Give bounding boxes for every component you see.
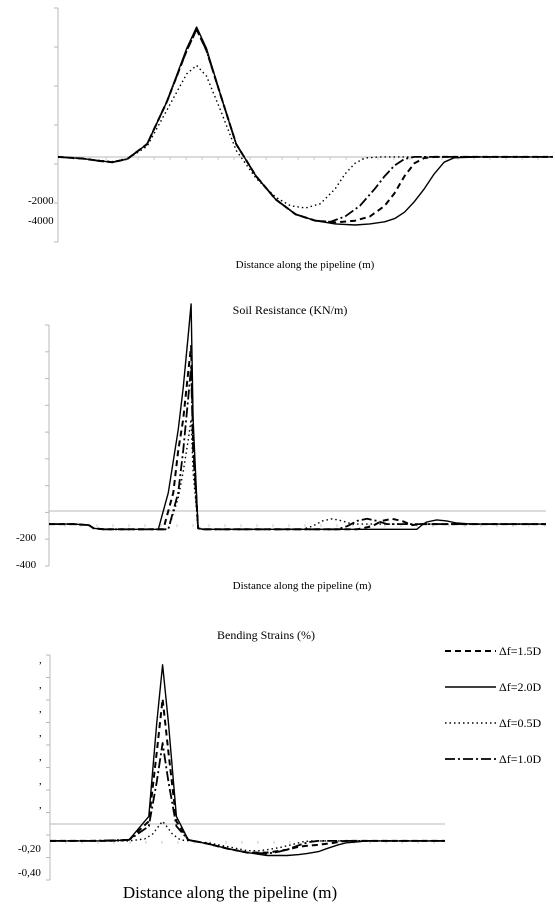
- chart2-tick-label-0: -200: [16, 532, 37, 544]
- chart1-series-line-1: [57, 26, 553, 226]
- chart1-series-line-2: [57, 64, 553, 209]
- chart3-series-line-2: [50, 820, 445, 852]
- chart2-tick-label-1: -400: [16, 559, 37, 571]
- chart3-title: Bending Strains (%): [217, 628, 315, 642]
- chart3-tick-label-2: ,: [39, 703, 42, 715]
- chart3-tick-label-1: ,: [39, 679, 42, 691]
- chart2-series-line-1: [49, 303, 546, 530]
- chart2-x-label: Distance along the pipeline (m): [233, 580, 372, 592]
- chart3-series-line-1: [50, 664, 445, 857]
- chart3-series-line-0: [50, 698, 445, 854]
- chart2-title: Soil Resistance (KN/m): [233, 303, 348, 317]
- chart2-series-line-0: [49, 345, 546, 531]
- chart3-tick-label-6: ,: [39, 799, 42, 811]
- chart3-series-line-3: [50, 742, 445, 855]
- chart1-tick-label-1: -4000: [28, 215, 54, 227]
- chart1-series-line-3: [57, 28, 553, 223]
- chart-legend: Δf=1.5D Δf=2.0D Δf=0.5D Δf=1.0D: [445, 644, 541, 766]
- chart3-tick-label-3: ,: [39, 727, 42, 739]
- chart3-tick-label-5: ,: [39, 775, 42, 787]
- chart1-x-label: Distance along the pipeline (m): [236, 259, 375, 271]
- chart3-x-label: Distance along the pipeline (m): [123, 883, 337, 902]
- legend-label-2: Δf=0.5D: [499, 716, 541, 730]
- chart3-tick-label-4: ,: [39, 751, 42, 763]
- legend-label-1: Δf=2.0D: [499, 680, 541, 694]
- legend-label-0: Δf=1.5D: [499, 644, 541, 658]
- chart3-tick-label-0: ,: [39, 654, 42, 666]
- chart-pipeline-response: -2000 -4000 Distance along the pipeline …: [28, 7, 553, 271]
- chart1-tick-label-0: -2000: [28, 195, 54, 207]
- legend-label-3: Δf=1.0D: [499, 752, 541, 766]
- chart-bending-strains: Bending Strains (%) ,,,,,,, -0,20 -0,40 Di…: [18, 628, 445, 902]
- chart3-tick-label-8: -0,40: [18, 867, 41, 879]
- chart1-series-line-0: [57, 28, 553, 224]
- chart-soil-resistance: Soil Resistance (KN/m) -200 -400 Distanc…: [16, 303, 546, 592]
- chart2-series-line-3: [49, 366, 546, 531]
- chart3-tick-label-7: -0,20: [18, 843, 41, 855]
- chart2-series-line-2: [49, 418, 546, 530]
